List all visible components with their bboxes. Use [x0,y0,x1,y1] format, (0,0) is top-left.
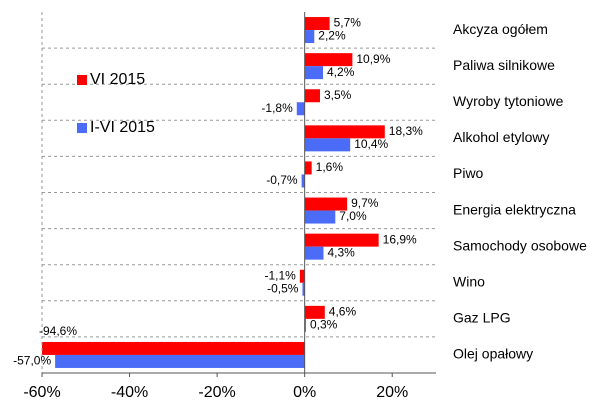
bar [304,17,330,31]
value-label: -94,6% [39,324,77,338]
plot-area [42,17,385,368]
value-label: 10,4% [354,137,388,151]
x-tick-label: 20% [376,384,408,401]
bar [304,89,320,103]
bar [304,305,325,319]
category-label: Piwo [453,165,484,181]
value-label: 10,9% [356,52,390,66]
category-label: Wino [453,273,485,289]
value-label: 0,3% [310,318,338,332]
bar [55,354,305,368]
bar [304,161,312,175]
value-label: 16,9% [383,232,417,246]
value-label: 1,6% [316,160,344,174]
value-label: 5,7% [334,16,362,30]
legend-swatch [77,75,87,85]
x-tick-label: -20% [198,384,235,401]
bar [301,174,305,188]
category-label: Akcyza ogółem [453,21,548,37]
value-label: -1,8% [261,101,293,115]
category-label: Energia elektryczna [453,201,576,217]
value-label: 4,6% [329,305,357,319]
category-label: Paliwa silnikowe [453,57,555,73]
bar [304,53,353,67]
value-label: -0,5% [267,281,299,295]
bar [304,318,306,332]
bar [296,102,305,116]
legend-swatch [77,123,87,133]
bar [304,197,348,211]
bar [304,210,336,224]
value-label: -1,1% [264,268,296,282]
value-label: 7,0% [339,209,367,223]
value-label: 3,5% [324,88,352,102]
bar [304,125,385,139]
value-label: -57,0% [13,354,51,368]
legend-label: VI 2015 [90,71,145,88]
value-label: 2,2% [318,29,346,43]
category-label: Wyroby tytoniowe [453,93,564,109]
bar [42,341,305,355]
bar [304,246,324,260]
bar [304,233,379,247]
bar [304,30,315,44]
value-label: 4,3% [327,245,355,259]
category-label: Gaz LPG [453,310,511,326]
bar [302,282,305,296]
value-label: 9,7% [351,196,379,210]
x-tick-label: -60% [23,384,60,401]
category-label: Olej opałowy [453,346,533,362]
category-label: Alkohol etylowy [453,129,550,145]
x-tick-label: 0% [293,384,316,401]
value-label: 18,3% [389,124,423,138]
category-label: Samochody osobowe [453,237,587,253]
bar [304,138,351,152]
bar [299,269,305,283]
value-label: 4,2% [327,65,355,79]
bar [304,66,324,80]
value-label: -0,7% [266,173,298,187]
legend-label: I-VI 2015 [90,119,155,136]
x-tick-label: -40% [111,384,148,401]
